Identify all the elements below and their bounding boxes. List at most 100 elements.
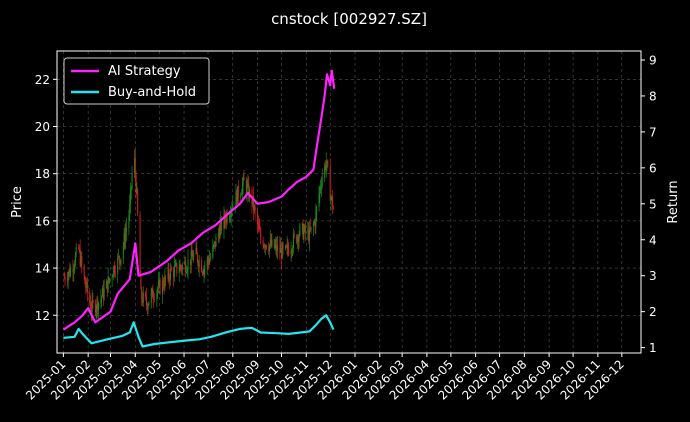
candle-body <box>181 267 183 270</box>
candle-body <box>324 165 326 171</box>
candle-body <box>123 233 125 246</box>
candle-body <box>204 266 206 269</box>
candle-body <box>169 277 171 281</box>
y-tick-label-right: 1 <box>649 341 657 355</box>
legend-box <box>63 57 210 105</box>
candle-body <box>225 213 227 223</box>
candle-body <box>329 166 331 201</box>
candle-body <box>197 253 199 263</box>
candle-body <box>180 265 182 268</box>
candle-body <box>131 172 133 187</box>
return-lines <box>62 69 336 348</box>
candle-body <box>234 204 236 206</box>
candle-body <box>206 259 208 267</box>
candle-body <box>286 244 288 247</box>
candle-body <box>78 247 80 249</box>
candle-body <box>163 287 165 288</box>
candle-body <box>119 260 121 264</box>
candle-body <box>225 220 227 223</box>
legend: AI Strategy Buy-and-Hold <box>63 57 210 105</box>
candle-body <box>145 292 147 297</box>
candle-body <box>164 276 166 288</box>
candle-body <box>236 191 238 204</box>
candle-body <box>196 247 198 254</box>
candle-body <box>108 277 110 281</box>
candle-body <box>269 244 271 252</box>
y-tick-label-right: 4 <box>649 233 657 247</box>
candle-body <box>207 259 209 262</box>
candle-body <box>319 187 321 195</box>
candle-body <box>331 196 333 198</box>
candle-body <box>259 229 261 232</box>
candle-body <box>296 236 298 243</box>
candle-body <box>301 223 303 226</box>
candle-body <box>170 268 172 271</box>
candle-body <box>276 243 278 252</box>
candle-body <box>321 177 323 186</box>
y-tick-label-right: 2 <box>649 305 657 319</box>
candle-body <box>223 213 225 230</box>
candle-body <box>179 265 181 271</box>
left-axis-ticks: 12 14 16 18 20 22 <box>35 73 57 323</box>
candle-body <box>70 269 72 276</box>
candle-body <box>246 185 248 195</box>
y-tick-label-right: 3 <box>649 269 657 283</box>
candle-body <box>175 263 177 264</box>
candle-body <box>320 185 322 188</box>
candle-body <box>265 245 267 248</box>
candle-body <box>103 288 105 299</box>
candle-body <box>304 225 306 233</box>
candle-body <box>293 234 295 236</box>
candle-body <box>153 298 155 300</box>
candle-body <box>101 296 103 299</box>
candle-body <box>296 235 298 243</box>
candle-body <box>262 240 264 247</box>
candle-body <box>156 292 158 300</box>
candle-body <box>159 280 161 294</box>
candle-body <box>258 224 260 230</box>
candle-body <box>320 187 322 188</box>
candle-body <box>271 239 273 246</box>
plot-frame <box>56 50 642 354</box>
candle-body <box>241 184 243 195</box>
candle-body <box>316 207 318 213</box>
legend-label-ai-strategy: AI Strategy <box>108 64 181 79</box>
candle-body <box>232 204 234 210</box>
candle-body <box>312 223 314 227</box>
candle-body <box>100 298 102 303</box>
candle-body <box>327 160 329 167</box>
candle-body <box>229 216 231 221</box>
candle-body <box>140 276 142 289</box>
candle-body <box>141 288 143 300</box>
candle-body <box>263 245 265 247</box>
candle-body <box>257 210 259 225</box>
y-tick-label-left: 12 <box>35 309 50 323</box>
candle-body <box>309 227 311 231</box>
candle-body <box>292 248 294 252</box>
candle-body <box>315 212 317 227</box>
candle-body <box>91 299 93 312</box>
y-tick-label-left: 16 <box>35 214 50 228</box>
candle-body <box>176 263 178 274</box>
candle-body <box>158 280 160 282</box>
y-tick-label-left: 14 <box>35 262 50 276</box>
candle-body <box>219 225 221 239</box>
candle-body <box>151 288 153 293</box>
right-axis-ticks: 1 2 3 4 5 6 7 8 9 <box>641 53 657 355</box>
candle-body <box>63 277 65 279</box>
candle-body <box>126 227 128 232</box>
candle-body <box>253 195 255 210</box>
candle-body <box>74 264 76 269</box>
chart-title: cnstock [002927.SZ] <box>271 10 427 28</box>
candle-body <box>118 255 120 258</box>
candle-body <box>298 235 300 243</box>
candle-body <box>124 233 126 243</box>
candle-body <box>85 283 87 288</box>
candle-body <box>157 288 159 293</box>
candle-body <box>174 263 176 267</box>
candle-body <box>95 308 97 313</box>
candle-body <box>292 234 294 249</box>
candle-body <box>308 229 310 242</box>
candle-body <box>117 257 119 274</box>
candle-body <box>75 247 77 255</box>
